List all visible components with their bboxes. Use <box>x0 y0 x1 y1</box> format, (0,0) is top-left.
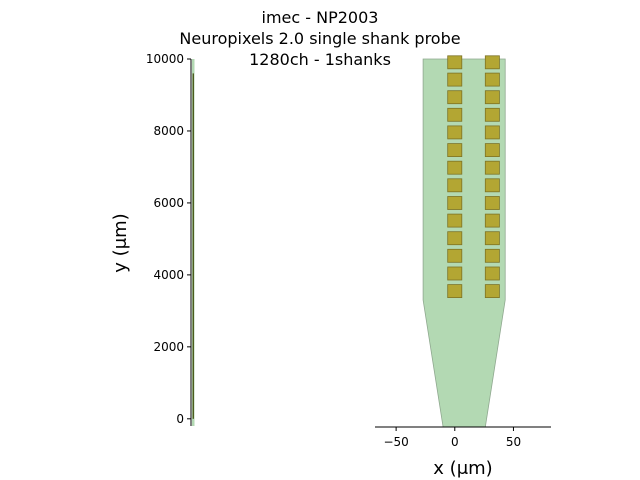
contact-site <box>484 143 500 158</box>
x-tick-label: −50 <box>383 435 408 449</box>
y-tick-label: 4000 <box>153 268 184 282</box>
contact-site <box>447 55 463 70</box>
figure-title-line-3: 1280ch - 1shanks <box>249 50 391 69</box>
contact-site <box>484 160 500 175</box>
contact-site <box>484 125 500 140</box>
contact-site <box>484 178 500 193</box>
contact-site <box>447 284 463 299</box>
contact-site <box>447 125 463 140</box>
contact-site <box>447 178 463 193</box>
figure-title-line-1: imec - NP2003 <box>262 8 379 27</box>
x-tick-label: 50 <box>506 435 521 449</box>
y-tick-label: 10000 <box>146 52 184 66</box>
y-tick-label: 0 <box>176 412 184 426</box>
figure-title-line-2: Neuropixels 2.0 single shank probe <box>179 29 460 48</box>
y-tick-label: 8000 <box>153 124 184 138</box>
x-tick-label: 0 <box>451 435 459 449</box>
contact-site <box>447 196 463 210</box>
contact-site <box>484 248 500 263</box>
contact-site <box>447 107 463 122</box>
contact-site <box>447 266 463 281</box>
contact-site <box>447 213 463 228</box>
contact-site <box>484 213 500 228</box>
contact-site <box>447 72 463 87</box>
contact-site <box>447 90 463 105</box>
contact-site <box>484 231 500 246</box>
contact-site <box>484 107 500 122</box>
y-tick-label: 2000 <box>153 340 184 354</box>
contact-site <box>484 55 500 70</box>
contact-site <box>447 143 463 158</box>
contact-site <box>484 284 500 299</box>
y-tick-label: 6000 <box>153 196 184 210</box>
contact-site <box>484 90 500 105</box>
contact-site <box>447 160 463 175</box>
overview-panel: 0 2000 4000 6000 8000 10000 <box>146 52 195 426</box>
contact-site <box>484 266 500 281</box>
contact-site <box>484 72 500 87</box>
overview-contact-column <box>192 73 194 419</box>
y-axis-label: y (μm) <box>110 213 131 272</box>
x-axis-label: x (μm) <box>433 458 492 479</box>
contact-site <box>447 248 463 263</box>
contact-site <box>447 231 463 246</box>
zoomed-panel: −50 0 50 <box>375 55 551 449</box>
contact-site <box>484 196 500 210</box>
